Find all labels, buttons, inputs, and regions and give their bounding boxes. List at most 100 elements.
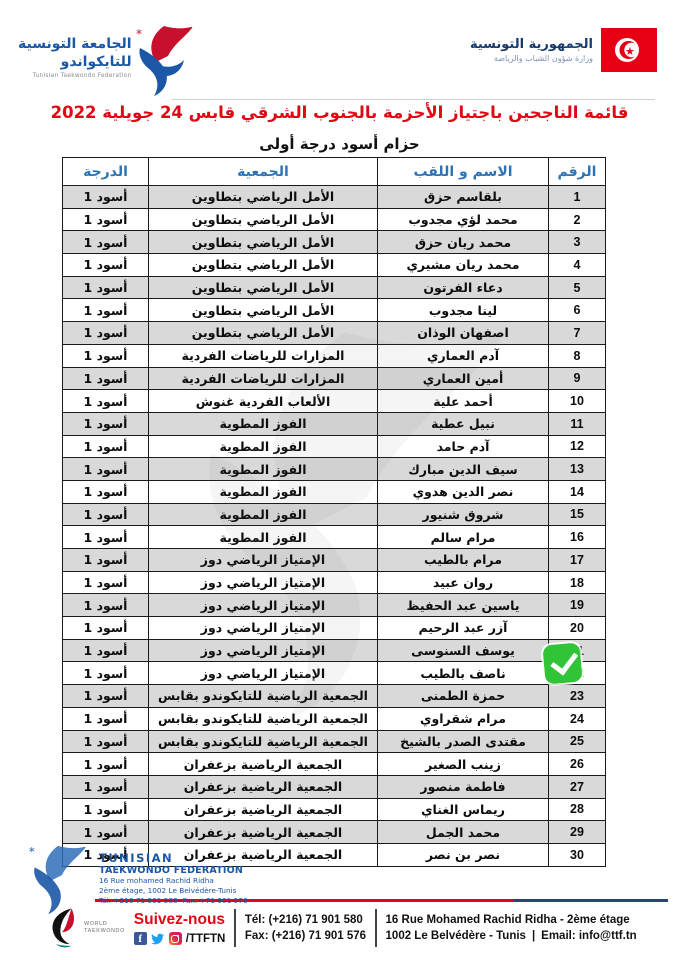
cell-club: الفوز المطوية [148, 479, 378, 504]
cell-name: آدم العماري [377, 343, 549, 368]
table-row: 8 آدم العماري المزارات للرياضات الفردية … [62, 343, 606, 368]
cell-name: نصر بن نصر [377, 842, 549, 867]
cell-name: لينا مجدوب [377, 298, 549, 323]
svg-text:*: * [29, 845, 35, 859]
cell-number: 29 [548, 820, 606, 844]
cell-degree: أسود 1 [62, 207, 149, 232]
table-row: 28 ريماس الغناي الجمعية الرياضية بزعفران… [62, 797, 606, 822]
cell-degree: أسود 1 [62, 457, 149, 481]
world-taekwondo-logo: WORLD TAEKWONDO [46, 906, 125, 950]
table-row: 10 أحمد علية الألعاب الفردية غنوش أسود 1 [62, 389, 606, 413]
cell-degree: أسود 1 [62, 706, 149, 731]
table-row: 7 اصفهان الوذان الأمل الرياضي بتطاوين أس… [62, 321, 606, 345]
cell-club: الأمل الرياضي بتطاوين [148, 253, 378, 277]
cell-name: أحمد علية [377, 389, 549, 413]
cell-club: الجمعية الرياضية بزعفران [148, 797, 378, 822]
cell-number: 20 [548, 616, 606, 640]
cell-degree: أسود 1 [62, 275, 149, 300]
cell-degree: أسود 1 [62, 820, 149, 844]
cell-club: الجمعية الرياضية بزعفران [148, 774, 378, 799]
cell-number: 6 [548, 298, 606, 323]
cell-degree: أسود 1 [62, 502, 149, 527]
cell-club: الفوز المطوية [148, 525, 378, 549]
cell-number: 1 [548, 185, 606, 209]
cell-number: 23 [548, 684, 606, 708]
social-handle: /TTFTN [185, 932, 226, 945]
cell-name: بلقاسم حزق [377, 185, 549, 209]
federation-name-arabic-line1: الجامعة التونسية [18, 36, 132, 52]
cell-degree: أسود 1 [62, 389, 149, 413]
cell-degree: أسود 1 [62, 752, 149, 776]
twitter-icon [150, 933, 164, 944]
cell-club: الأمل الرياضي بتطاوين [148, 298, 378, 323]
table-row: 11 نبيل عطية الفوز المطوية أسود 1 [62, 411, 606, 436]
watermark-line4: 2ème étage, 1002 Le Belvédère-Tunis [99, 885, 237, 895]
table-row: 27 فاطمة منصور الجمعية الرياضية بزعفران … [62, 774, 606, 799]
cell-degree: أسود 1 [62, 638, 149, 663]
cell-name: مرام بالطيب [377, 548, 549, 572]
cell-degree: أسود 1 [62, 434, 149, 459]
cell-number: 25 [548, 729, 606, 754]
cell-degree: أسود 1 [62, 321, 149, 345]
cell-degree: أسود 1 [62, 616, 149, 640]
cell-degree: أسود 1 [62, 548, 149, 572]
cell-number: 7 [548, 321, 606, 345]
results-table: الرقم الاسم و اللقب الجمعية الدرجة 1 بلق… [62, 157, 606, 867]
cell-name: مقتدى الصدر بالشيخ [377, 729, 549, 754]
cell-degree: أسود 1 [62, 593, 149, 618]
cell-name: دعاء الفرتون [377, 275, 549, 300]
table-header-row: الرقم الاسم و اللقب الجمعية الدرجة [62, 157, 606, 186]
cell-degree: أسود 1 [62, 230, 149, 255]
cell-name: نبيل عطية [377, 411, 549, 436]
cell-number: 17 [548, 548, 606, 572]
cell-club: الجمعية الرياضية بزعفران [148, 752, 378, 776]
cell-degree: أسود 1 [62, 479, 149, 504]
cell-number: 10 [548, 389, 606, 413]
table-row: 19 ياسين عبد الحفيظ الإمتياز الرياضي دوز… [62, 593, 606, 618]
table-row: 25 مقتدى الصدر بالشيخ الجمعية الرياضية ل… [62, 729, 606, 754]
cell-number: 4 [548, 253, 606, 277]
cell-club: الأمل الرياضي بتطاوين [148, 321, 378, 345]
cell-name: شروق شنيور [377, 502, 549, 527]
taekwondo-swoosh-icon: * [136, 26, 192, 96]
facebook-icon: f [133, 932, 147, 945]
column-header-number: الرقم [548, 157, 606, 186]
cell-name: مرام سالم [377, 525, 549, 549]
cell-name: نصر الدين هدوي [377, 479, 549, 504]
column-header-name: الاسم و اللقب [377, 157, 549, 186]
cell-club: الجمعية الرياضية للتايكوندو بقابس [148, 684, 378, 708]
cell-name: مرام شقراوي [377, 706, 549, 731]
watermark-line3: 16 Rue mohamed Rachid Ridha [99, 876, 214, 885]
svg-text:*: * [136, 27, 142, 41]
cell-club: الجمعية الرياضية بزعفران [148, 842, 378, 867]
cell-name: ريماس الغناي [377, 797, 549, 822]
table-row: 23 حمزة الطمنى الجمعية الرياضية للتايكون… [62, 684, 606, 708]
table-row: 20 آزر عبد الرحيم الإمتياز الرياضي دوز أ… [62, 616, 606, 640]
cell-degree: أسود 1 [62, 253, 149, 277]
check-mark-sticker [542, 642, 583, 685]
cell-club: الإمتياز الرياضي دوز [148, 593, 378, 618]
footer-divider-line [95, 899, 668, 902]
cell-number: 26 [548, 752, 606, 776]
cell-name: فاطمة منصور [377, 774, 549, 799]
address-email-separator: | [531, 930, 536, 942]
address-line2: 1002 Le Belvédère - Tunis [385, 930, 526, 942]
cell-club: الفوز المطوية [148, 502, 378, 527]
follow-us-label: Suivez-nous [133, 911, 226, 928]
cell-number: 12 [548, 434, 606, 459]
table-row: 2 محمد لؤي مجدوب الأمل الرياضي بتطاوين أ… [62, 207, 606, 232]
svg-text:★: ★ [625, 45, 635, 58]
cell-name: ناصف بالطيب [377, 661, 549, 686]
cell-name: آزر عبد الرحيم [377, 616, 549, 640]
table-row: 14 نصر الدين هدوي الفوز المطوية أسود 1 [62, 479, 606, 504]
table-row: 4 محمد ريان مشيري الأمل الرياضي بتطاوين … [62, 253, 606, 277]
cell-number: 14 [548, 479, 606, 504]
federation-name-english: Tunisian Taekwondo Federation [32, 73, 132, 79]
footer-separator [234, 909, 236, 947]
cell-number: 2 [548, 207, 606, 232]
cell-degree: أسود 1 [62, 525, 149, 549]
cell-name: اصفهان الوذان [377, 321, 549, 345]
document-subtitle: حزام أسود درجة أولى [259, 135, 420, 153]
cell-name: محمد الجمل [377, 820, 549, 844]
